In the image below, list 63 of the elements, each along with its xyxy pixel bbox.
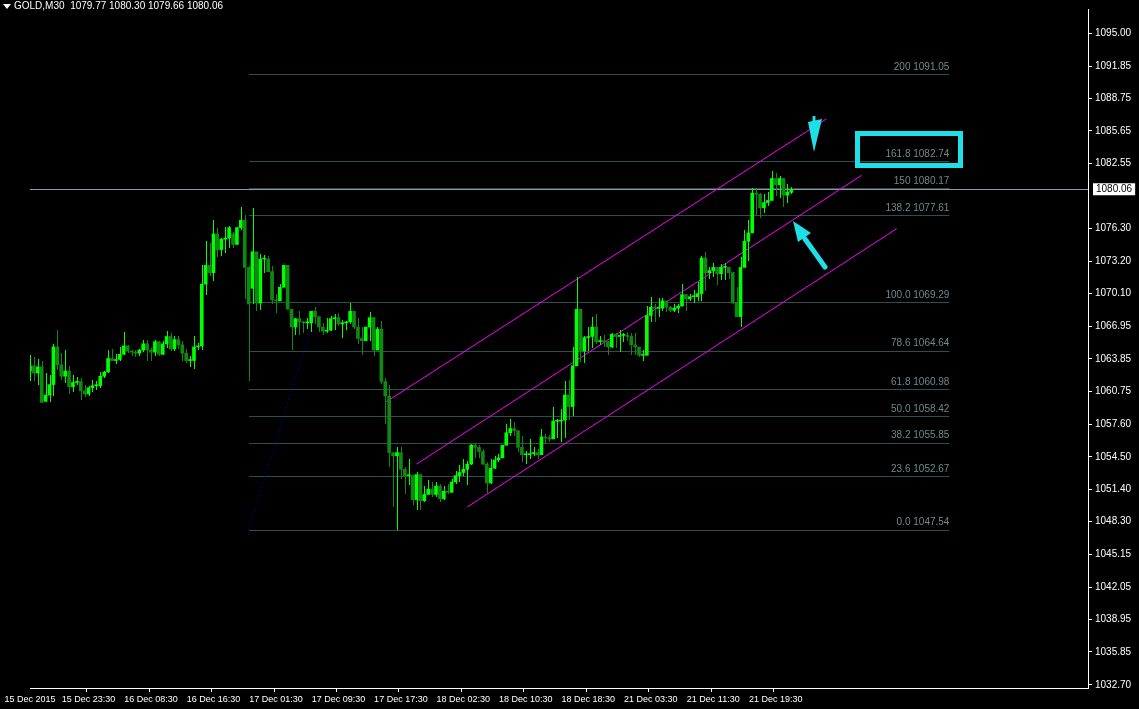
ref-line-label: 50.0 1058.42 (891, 402, 950, 414)
ref-line-label: 138.2 1077.61 (885, 201, 950, 213)
y-tick-label: 1048.30 (1095, 515, 1132, 527)
x-tick-label: 17 Dec 09:30 (311, 693, 366, 704)
ref-line-label: 150 1080.17 (893, 174, 950, 186)
y-tick-label: 1085.65 (1095, 124, 1132, 136)
candlestick (723, 262, 727, 281)
y-tick-label: 1054.50 (1095, 450, 1132, 462)
x-tick-label: 18 Dec 02:30 (436, 693, 491, 704)
ref-line-label: 100.0 1069.29 (885, 288, 950, 300)
candlestick (114, 353, 118, 365)
y-tick-label: 1032.70 (1095, 678, 1132, 690)
ref-line-label: 38.2 1055.85 (891, 429, 950, 441)
candlestick (445, 483, 450, 495)
y-tick-label: 1063.85 (1095, 352, 1132, 364)
ref-line-label: 78.6 1064.64 (891, 337, 950, 349)
candlestick (110, 348, 114, 362)
y-tick-label: 1035.85 (1095, 645, 1132, 657)
candlestick (324, 317, 329, 334)
candlestick (625, 331, 630, 342)
x-tick-label: 21 Dec 19:30 (748, 693, 803, 704)
candlestick (687, 293, 692, 302)
y-tick-label: 1051.40 (1095, 482, 1132, 494)
x-tick-label: 15 Dec 2015 (4, 693, 56, 704)
candlestick (523, 450, 528, 465)
y-tick-label: 1073.20 (1095, 254, 1132, 266)
candlestick (754, 187, 758, 216)
x-tick-label: 17 Dec 17:30 (374, 693, 428, 704)
x-tick-label: 18 Dec 18:30 (561, 693, 616, 704)
x-tick-label: 16 Dec 16:30 (186, 693, 241, 704)
ref-line-label: 23.6 1052.67 (891, 462, 950, 474)
candlestick (691, 289, 696, 304)
ref-line-label: 0.0 1047.54 (896, 516, 950, 528)
candlestick (672, 303, 676, 313)
candlestick (406, 458, 411, 486)
y-tick-label: 1070.10 (1095, 287, 1132, 299)
y-tick-label: 1082.55 (1095, 157, 1132, 169)
y-tick-label: 1057.60 (1095, 418, 1132, 430)
y-tick-label: 1038.95 (1095, 613, 1132, 625)
x-tick-label: 21 Dec 03:30 (623, 693, 678, 704)
ref-line-label: 1080.06 (1096, 183, 1133, 195)
y-tick-label: 1095.00 (1095, 26, 1132, 38)
y-tick-label: 1066.95 (1095, 320, 1132, 332)
ref-line-label: 161.8 1082.74 (885, 148, 950, 160)
x-tick-label: 17 Dec 01:30 (249, 693, 303, 704)
y-tick-label: 1045.15 (1095, 548, 1132, 560)
x-tick-label: 21 Dec 11:30 (686, 693, 740, 704)
candlestick (707, 266, 712, 280)
y-tick-label: 1042.05 (1095, 580, 1132, 592)
y-tick-label: 1060.75 (1095, 385, 1132, 397)
y-tick-label: 1088.75 (1095, 92, 1132, 104)
ref-line-label: 61.8 1060.98 (891, 375, 950, 387)
candlestick (602, 334, 606, 348)
ref-line-label: 200 1091.05 (893, 61, 950, 73)
y-tick-label: 1091.85 (1095, 59, 1132, 71)
candlestick (598, 335, 602, 346)
chart-title: GOLD,M30 1079.77 1080.30 1079.66 1080.06 (14, 0, 224, 11)
x-tick-label: 18 Dec 10:30 (499, 693, 553, 704)
candlestick (527, 438, 532, 460)
y-tick-label: 1076.30 (1095, 222, 1132, 234)
x-tick-label: 16 Dec 08:30 (124, 693, 178, 704)
candlestick (473, 442, 477, 459)
x-tick-label: 15 Dec 23:30 (61, 693, 116, 704)
